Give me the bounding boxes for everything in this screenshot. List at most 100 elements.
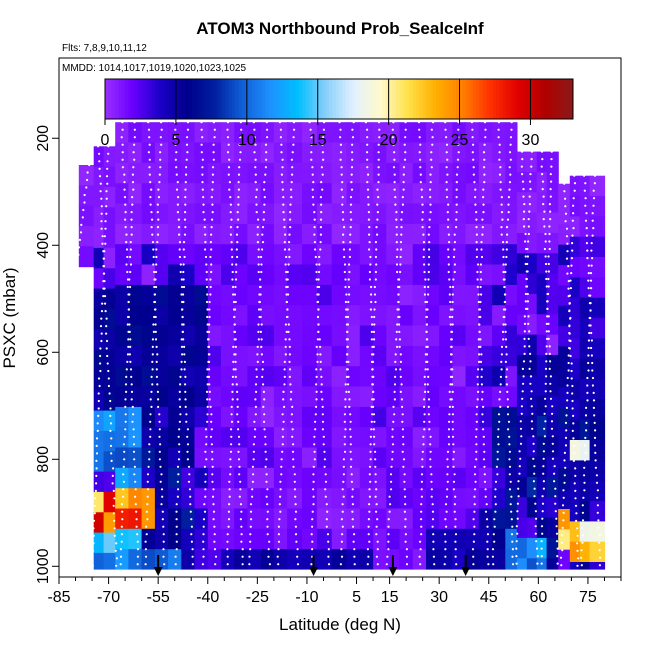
sample-point bbox=[428, 420, 431, 423]
sample-point bbox=[101, 242, 104, 245]
sample-point bbox=[227, 525, 230, 528]
colorbar-swatch bbox=[305, 79, 310, 119]
sample-point bbox=[320, 375, 323, 378]
sample-point bbox=[226, 563, 229, 566]
sample-point bbox=[156, 241, 159, 244]
sample-point bbox=[289, 226, 292, 229]
heatmap-cell bbox=[247, 406, 262, 428]
sample-point bbox=[591, 384, 595, 387]
sample-point bbox=[389, 503, 392, 506]
sample-point bbox=[566, 272, 569, 275]
sample-point bbox=[585, 406, 588, 409]
sample-point bbox=[403, 480, 406, 483]
heatmap-cell bbox=[194, 244, 209, 266]
sample-point bbox=[148, 450, 151, 453]
sample-point bbox=[452, 443, 455, 446]
heatmap-cell bbox=[207, 122, 222, 144]
heatmap-cell bbox=[260, 406, 275, 428]
heatmap-cell bbox=[316, 366, 333, 388]
sample-point bbox=[592, 227, 595, 230]
heatmap-cell bbox=[465, 528, 480, 550]
sample-point bbox=[292, 465, 295, 468]
heatmap-cell bbox=[331, 183, 348, 205]
heatmap-cell bbox=[346, 122, 361, 144]
sample-point bbox=[517, 487, 520, 490]
sample-point bbox=[184, 390, 187, 393]
sample-point bbox=[555, 540, 559, 543]
sample-point bbox=[580, 564, 583, 567]
heatmap-cell bbox=[247, 284, 262, 306]
heatmap-cell bbox=[478, 142, 493, 164]
sample-point bbox=[235, 233, 239, 236]
heatmap-cell bbox=[181, 488, 196, 510]
heatmap-cell bbox=[141, 264, 156, 286]
sample-point bbox=[208, 390, 211, 393]
sample-point bbox=[524, 240, 527, 243]
sample-point bbox=[213, 525, 216, 528]
x-tick-label: -40 bbox=[196, 589, 219, 606]
sample-point bbox=[494, 488, 497, 491]
heatmap-cell bbox=[141, 488, 156, 510]
sample-point bbox=[351, 143, 354, 146]
sample-point bbox=[213, 533, 216, 536]
heatmap-cell bbox=[579, 521, 591, 543]
sample-point bbox=[443, 563, 446, 566]
sample-point bbox=[125, 241, 128, 244]
sample-point bbox=[266, 128, 269, 131]
sample-point bbox=[505, 226, 509, 229]
sample-point bbox=[482, 428, 485, 431]
sample-point bbox=[399, 270, 402, 274]
heatmap-cell bbox=[536, 294, 548, 315]
sample-point bbox=[422, 241, 426, 244]
sample-point bbox=[126, 255, 129, 259]
sample-point bbox=[226, 151, 230, 154]
sample-point bbox=[180, 338, 183, 341]
heatmap-cell bbox=[386, 162, 401, 184]
heatmap-cell bbox=[569, 379, 581, 400]
sample-point bbox=[564, 220, 567, 223]
heatmap-cell bbox=[465, 284, 480, 306]
sample-point bbox=[292, 121, 296, 124]
heatmap-cell bbox=[546, 537, 559, 559]
sample-point bbox=[508, 435, 511, 438]
heatmap-cell bbox=[207, 386, 222, 408]
sample-point bbox=[584, 414, 588, 417]
sample-point bbox=[178, 248, 181, 251]
sample-point bbox=[525, 285, 528, 288]
sample-point bbox=[548, 247, 551, 251]
heatmap-cell bbox=[287, 244, 303, 266]
sample-point bbox=[190, 525, 193, 528]
sample-point bbox=[268, 540, 271, 543]
sample-point bbox=[420, 518, 423, 521]
heatmap-cell bbox=[373, 305, 387, 327]
sample-point bbox=[510, 510, 513, 513]
heatmap-cell bbox=[536, 172, 548, 193]
sample-point bbox=[294, 495, 297, 498]
sample-point bbox=[368, 248, 371, 251]
heatmap-cell bbox=[273, 183, 288, 205]
sample-point bbox=[593, 444, 597, 447]
sample-point bbox=[228, 503, 231, 506]
sample-point bbox=[133, 458, 136, 461]
heatmap-cell bbox=[516, 436, 528, 458]
sample-point bbox=[237, 203, 240, 206]
sample-point bbox=[532, 480, 536, 483]
sample-point bbox=[350, 181, 353, 184]
sample-point bbox=[399, 360, 402, 363]
heatmap-cell bbox=[569, 440, 581, 461]
sample-point bbox=[212, 121, 215, 124]
sample-point bbox=[155, 375, 158, 378]
sample-point bbox=[107, 145, 110, 148]
heatmap-cell bbox=[386, 142, 401, 164]
heatmap-cell bbox=[260, 284, 275, 306]
heatmap-cell bbox=[558, 265, 571, 286]
sample-point bbox=[545, 360, 548, 363]
sample-point bbox=[254, 173, 257, 176]
heatmap-cell bbox=[273, 528, 288, 550]
sample-point bbox=[376, 563, 379, 566]
sample-point bbox=[88, 163, 91, 167]
heatmap-cell bbox=[207, 264, 222, 286]
sample-point bbox=[148, 458, 151, 461]
sample-point bbox=[551, 450, 555, 453]
